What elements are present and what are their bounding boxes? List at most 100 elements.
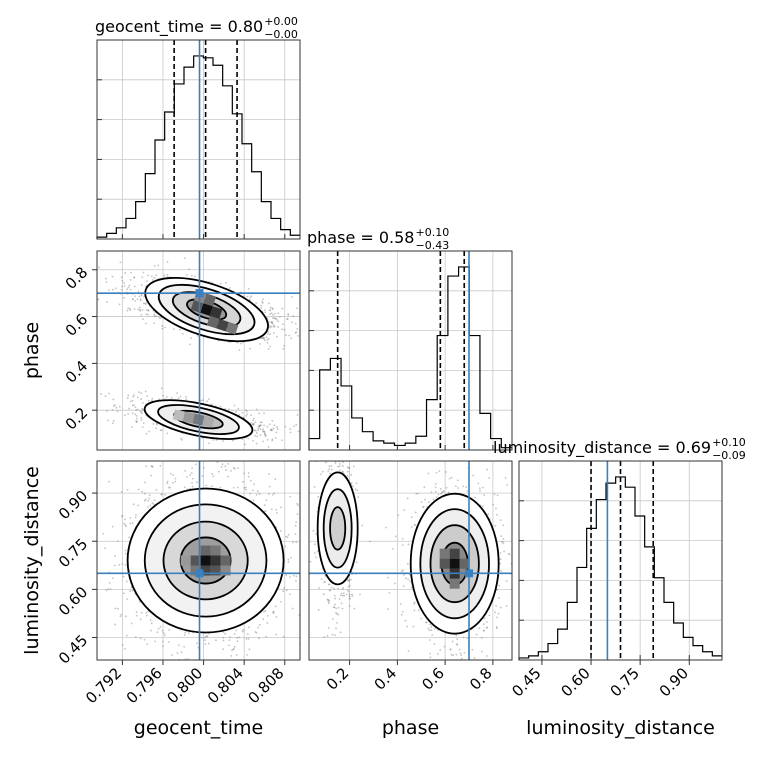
- sample-point: [138, 489, 140, 491]
- sample-point: [246, 411, 248, 413]
- sample-point: [127, 287, 129, 289]
- sample-point: [107, 588, 109, 590]
- sample-point: [184, 486, 186, 488]
- sample-point: [229, 639, 231, 641]
- sample-point: [263, 611, 265, 613]
- sample-point: [285, 574, 287, 576]
- sample-point: [219, 487, 221, 489]
- sample-point: [328, 452, 330, 454]
- sample-point: [146, 395, 148, 397]
- sample-point: [235, 629, 237, 631]
- sample-point: [140, 618, 142, 620]
- sample-point: [188, 447, 190, 449]
- sample-point: [189, 344, 191, 346]
- sample-point: [137, 505, 139, 507]
- sample-point: [135, 636, 137, 638]
- sample-point: [151, 275, 153, 277]
- sample-point: [270, 307, 272, 309]
- density-pixel: [211, 546, 221, 556]
- sample-point: [141, 612, 143, 614]
- sample-point: [123, 592, 125, 594]
- sample-point: [295, 458, 297, 460]
- sample-point: [274, 317, 276, 319]
- sample-point: [338, 607, 340, 609]
- sample-point: [285, 334, 287, 336]
- sample-point: [166, 396, 168, 398]
- panel-frame-geocent_time: [97, 40, 300, 239]
- sample-point: [328, 601, 330, 603]
- sample-point: [174, 481, 176, 483]
- sample-point: [211, 473, 213, 475]
- sample-point: [208, 443, 210, 445]
- sample-point: [129, 590, 131, 592]
- sample-point: [208, 398, 210, 400]
- sample-point: [349, 459, 351, 461]
- sample-point: [258, 426, 260, 428]
- sample-point: [130, 289, 132, 291]
- sample-point: [172, 474, 174, 476]
- sample-point: [225, 469, 227, 471]
- sample-point: [292, 315, 294, 317]
- sample-point: [130, 272, 132, 274]
- sample-point: [295, 541, 297, 543]
- sample-point: [196, 642, 198, 644]
- sample-point: [105, 281, 107, 283]
- truth-marker: [196, 289, 204, 297]
- sample-point: [225, 282, 227, 284]
- sample-point: [141, 276, 143, 278]
- sample-point: [265, 434, 267, 436]
- sample-point: [229, 636, 231, 638]
- sample-point: [227, 476, 229, 478]
- sample-point: [150, 619, 152, 621]
- sample-point: [280, 530, 282, 532]
- sample-point: [141, 419, 143, 421]
- sample-point: [137, 309, 139, 311]
- sample-point: [315, 557, 317, 559]
- sample-point: [135, 421, 137, 423]
- sample-point: [340, 631, 342, 633]
- sample-point: [257, 429, 259, 431]
- sample-point: [266, 336, 268, 338]
- sample-point: [291, 321, 293, 323]
- sample-point: [247, 633, 249, 635]
- sample-point: [147, 500, 149, 502]
- sample-point: [252, 419, 254, 421]
- sample-point: [337, 588, 339, 590]
- sample-point: [93, 553, 95, 555]
- sample-point: [255, 302, 257, 304]
- sample-point: [349, 593, 351, 595]
- sample-point: [125, 564, 127, 566]
- sample-point: [265, 499, 267, 501]
- sample-point: [160, 465, 162, 467]
- sample-point: [260, 305, 262, 307]
- sample-point: [163, 275, 165, 277]
- sample-point: [361, 525, 363, 527]
- sample-point: [238, 637, 240, 639]
- sample-point: [97, 299, 99, 301]
- sample-point: [276, 512, 278, 514]
- sample-point: [268, 473, 270, 475]
- sample-point: [353, 466, 355, 468]
- sample-point: [148, 498, 150, 500]
- sample-point: [250, 295, 252, 297]
- sample-point: [240, 343, 242, 345]
- title-sup: +0.10: [712, 436, 746, 449]
- sample-point: [222, 440, 224, 442]
- sample-point: [257, 490, 259, 492]
- sample-point: [158, 628, 160, 630]
- sample-point: [147, 506, 149, 508]
- sample-point: [305, 316, 307, 318]
- sample-point: [102, 533, 104, 535]
- sample-point: [281, 308, 283, 310]
- sample-point: [142, 409, 144, 411]
- sample-point: [303, 594, 305, 596]
- sample-point: [318, 609, 320, 611]
- sample-point: [126, 310, 128, 312]
- sample-point: [180, 396, 182, 398]
- sample-point: [130, 517, 132, 519]
- sample-point: [295, 521, 297, 523]
- sample-point: [238, 349, 240, 351]
- sample-point: [329, 590, 331, 592]
- sample-point: [149, 494, 151, 496]
- sample-point: [135, 514, 137, 516]
